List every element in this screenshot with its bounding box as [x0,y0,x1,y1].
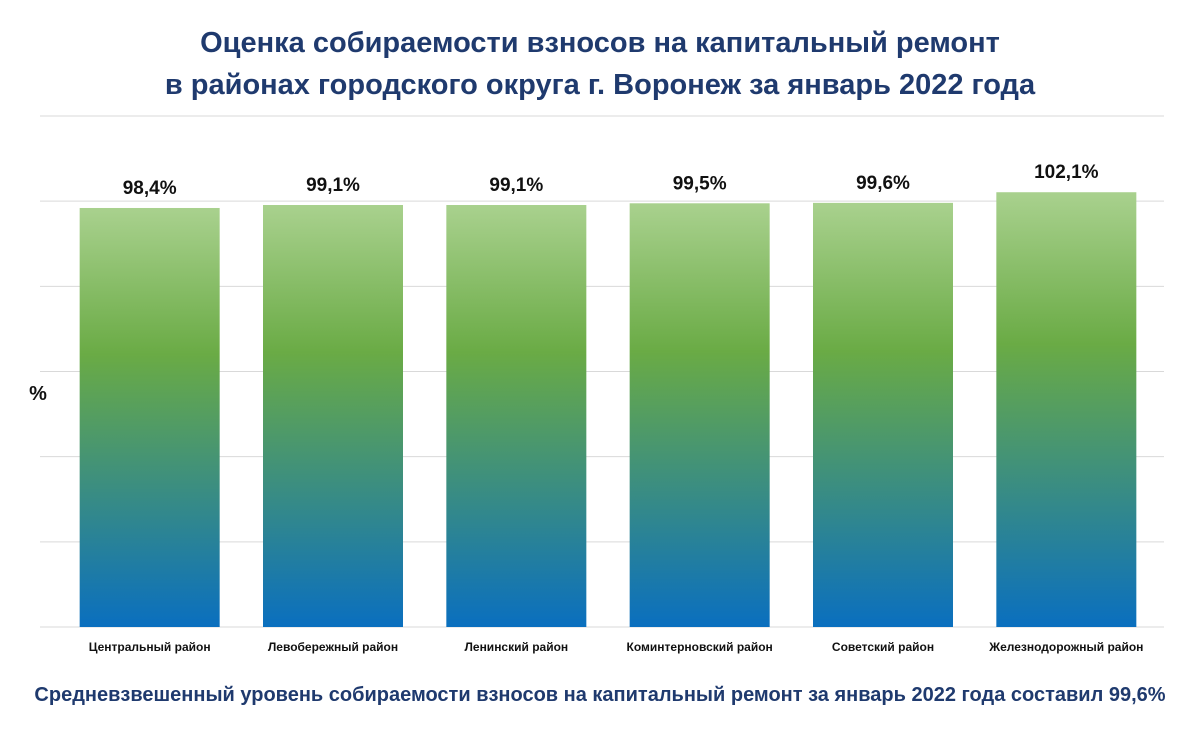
x-tick-label: Коминтерновский район [627,640,773,654]
data-label: 99,6% [856,173,910,194]
data-label: 102,1% [1034,162,1099,183]
y-axis-label: % [29,383,47,405]
bar [263,204,403,628]
bar [446,204,587,628]
bar [79,207,220,628]
x-tick-label: Левобережный район [268,640,398,654]
data-label: 98,4% [123,178,177,199]
chart-title-line-2: в районах городского округа г. Воронеж з… [164,69,1036,101]
summary-footer: Средневзвешенный уровень собираемости вз… [34,684,1166,706]
x-tick-label: Советский район [832,640,934,654]
data-label: 99,1% [489,175,543,196]
data-label: 99,1% [306,175,360,196]
x-tick-label: Железнодорожный район [988,640,1143,654]
bar [996,192,1137,627]
chart-title: Оценка собираемости взносов на капитальн… [0,22,1200,106]
x-tick-label: Центральный район [89,640,211,654]
x-tick-label: Ленинский район [464,640,568,654]
bar [629,203,770,627]
chart-title-line-1: Оценка собираемости взносов на капитальн… [200,27,1000,59]
data-label: 99,5% [673,173,727,194]
bar [813,202,953,627]
